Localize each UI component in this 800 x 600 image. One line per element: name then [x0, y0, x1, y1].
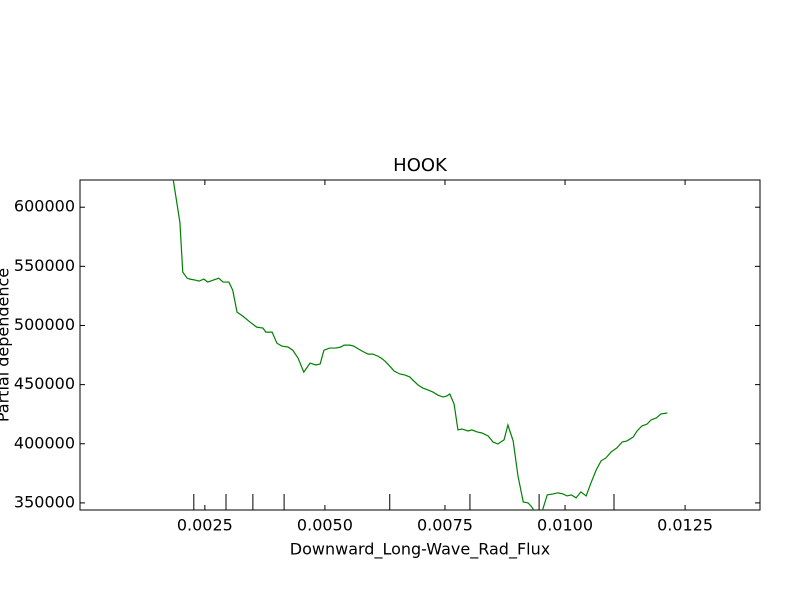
x-tick-label: 0.0100 — [537, 516, 593, 535]
x-tick-label: 0.0075 — [417, 516, 473, 535]
y-tick-label: 400000 — [14, 433, 75, 452]
x-tick-label: 0.0050 — [297, 516, 353, 535]
y-tick-label: 450000 — [14, 374, 75, 393]
plot-frame — [79, 179, 761, 511]
y-tick-label: 500000 — [14, 315, 75, 334]
data-line — [172, 180, 668, 510]
chart-title: HOOK — [393, 155, 448, 176]
x-tick-label: 0.0025 — [177, 516, 233, 535]
y-tick-label: 600000 — [14, 197, 75, 216]
x-axis-label: Downward_Long-Wave_Rad_Flux — [290, 540, 550, 560]
y-tick-label: 350000 — [14, 492, 75, 511]
x-tick-label: 0.0125 — [657, 516, 713, 535]
y-axis-label: Partial dependence — [0, 268, 13, 422]
y-tick-label: 550000 — [14, 256, 75, 275]
